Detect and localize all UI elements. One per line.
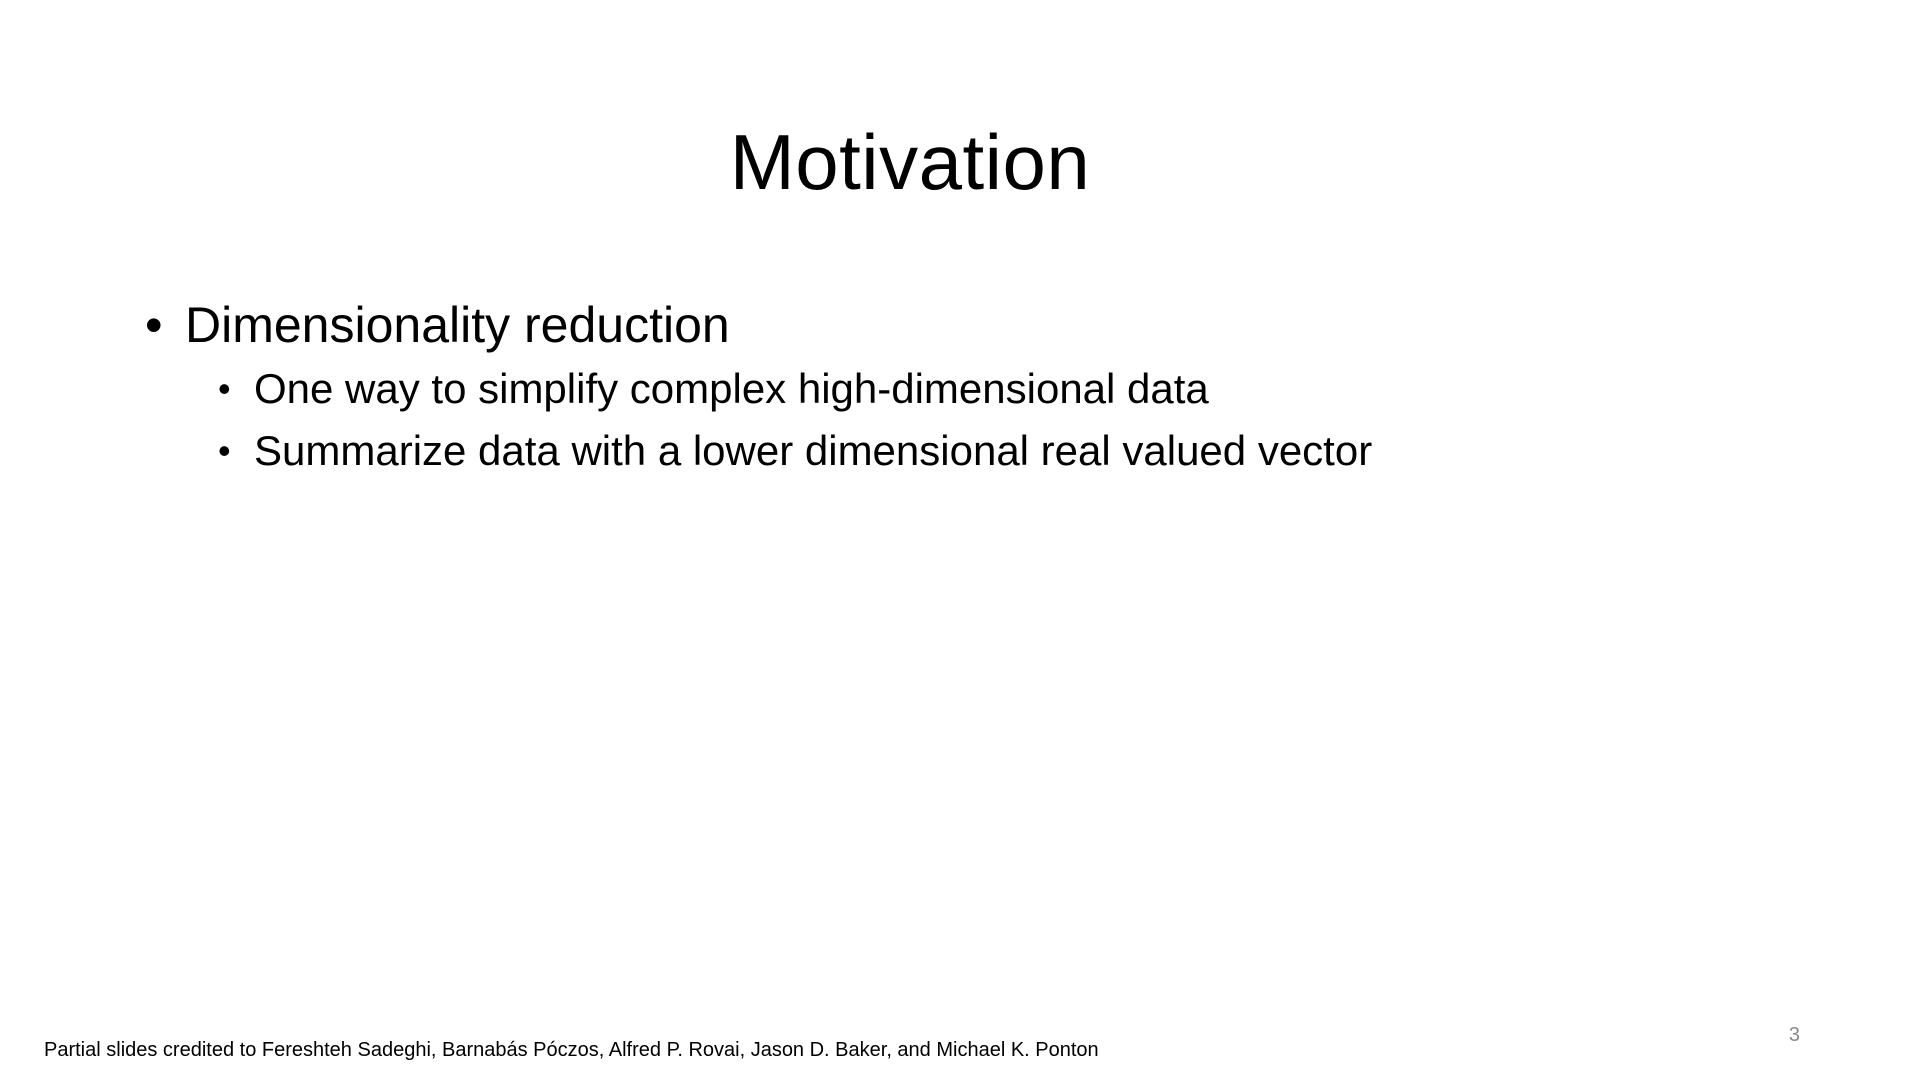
sub-bullet-text: Summarize data with a lower dimensional …	[254, 427, 1373, 474]
slide-title: Motivation	[729, 118, 1091, 206]
footer-credit: Partial slides credited to Fereshteh Sad…	[44, 1039, 1099, 1061]
slide-body: • Dimensionality reduction • One way to …	[145, 292, 1745, 482]
sub-bullet-list: • One way to simplify complex high-dimen…	[145, 358, 1745, 482]
sub-bullet-item: • Summarize data with a lower dimensiona…	[218, 420, 1745, 482]
sub-bullet-item: • One way to simplify complex high-dimen…	[218, 358, 1745, 420]
bullet-icon: •	[218, 368, 231, 409]
bullet-icon: •	[145, 297, 163, 353]
page-number: 3	[1788, 1024, 1800, 1046]
bullet-icon: •	[218, 430, 231, 471]
sub-bullet-text: One way to simplify complex high-dimensi…	[254, 365, 1209, 412]
bullet-item: • Dimensionality reduction	[145, 292, 1745, 358]
bullet-text: Dimensionality reduction	[185, 297, 730, 353]
